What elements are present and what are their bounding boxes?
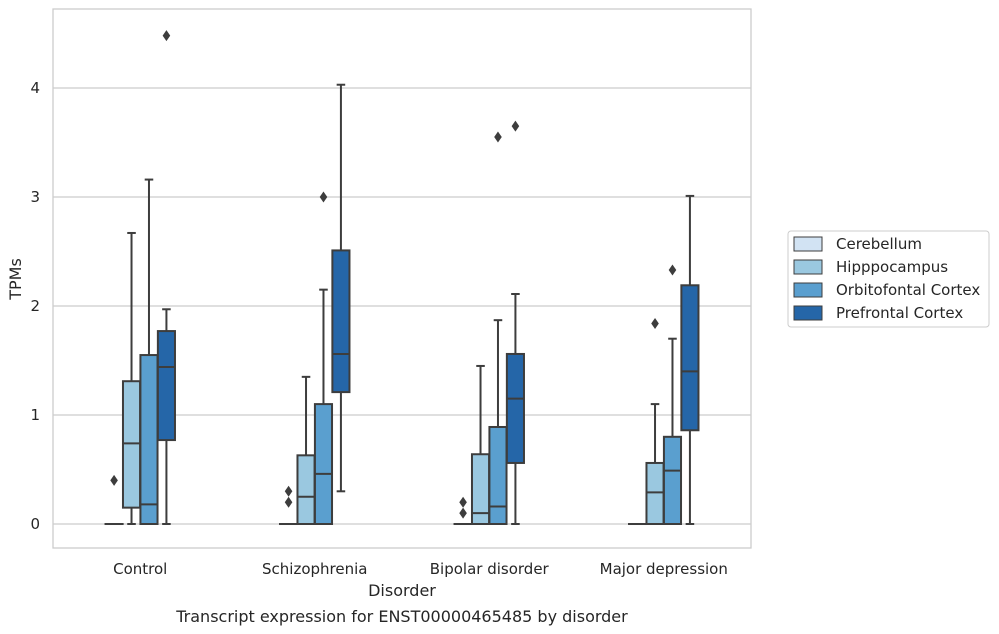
box-3-2 (313, 191, 334, 526)
x-tick-labels: Control Schizophrenia Bipolar disorder Majo… (113, 560, 728, 578)
outlier-point (494, 131, 502, 143)
y-tick-label: 2 (30, 297, 40, 315)
box-1-2 (279, 485, 299, 526)
box-4-1 (156, 30, 176, 525)
box-body (156, 330, 176, 442)
x-tick-label: Control (113, 560, 167, 578)
box-body (296, 454, 316, 525)
outlier-point (284, 496, 293, 508)
outlier-point (459, 496, 467, 508)
box-4-4 (680, 194, 700, 525)
box-body (645, 461, 665, 525)
plot-frame (52, 8, 752, 549)
box-plots (104, 30, 700, 526)
box-4-2 (331, 83, 351, 493)
legend-swatch (793, 282, 823, 298)
legend-item-label: Orbitofontal Cortex (836, 281, 980, 299)
box-body (505, 352, 525, 464)
legend: Cerebellum Hipppocampus Orbitofontal Corte… (787, 230, 990, 328)
outlier-point (162, 30, 171, 42)
box-body (488, 425, 508, 525)
y-tick-labels: 0 1 2 3 4 (30, 79, 40, 533)
y-tick-label: 1 (30, 406, 40, 424)
outlier-point (668, 264, 677, 276)
x-tick-label: Bipolar disorder (430, 560, 550, 578)
outlier-point (110, 474, 118, 486)
box-body (139, 354, 159, 525)
figure-caption: Transcript expression for ENST0000046548… (175, 607, 628, 626)
box-1-3 (453, 496, 473, 526)
box-2-4 (645, 317, 665, 525)
x-axis-label: Disorder (368, 581, 436, 600)
legend-items: Cerebellum Hipppocampus Orbitofontal Corte… (793, 235, 980, 322)
box-3-4 (662, 264, 683, 525)
box-3-3 (488, 131, 508, 525)
legend-swatch (793, 305, 823, 321)
legend-swatch (793, 259, 823, 275)
x-tick-label: Major depression (600, 560, 728, 578)
legend-item-label: Cerebellum (836, 235, 922, 253)
y-axis-label: TPMs (6, 258, 25, 301)
outlier-point (651, 317, 659, 329)
box-2-2 (296, 375, 316, 525)
outlier-point (284, 485, 293, 497)
box-3-1 (139, 178, 159, 525)
box-body (662, 435, 683, 525)
y-tick-label: 3 (30, 188, 40, 206)
y-tick-label: 4 (30, 79, 40, 97)
box-1-1 (104, 474, 124, 526)
box-body (313, 403, 334, 526)
legend-swatch (793, 236, 823, 252)
x-tick-label: Schizophrenia (262, 560, 367, 578)
outlier-point (319, 191, 328, 203)
box-body (680, 284, 700, 432)
legend-item-label: Hipppocampus (836, 258, 948, 276)
box-body (331, 249, 351, 394)
outlier-point (459, 507, 467, 519)
legend-frame (787, 230, 990, 328)
legend-item-label: Prefrontal Cortex (836, 304, 963, 322)
outlier-point (511, 120, 520, 132)
box-body (121, 380, 142, 509)
box-4-3 (505, 120, 525, 525)
y-tick-label: 0 (30, 515, 40, 533)
